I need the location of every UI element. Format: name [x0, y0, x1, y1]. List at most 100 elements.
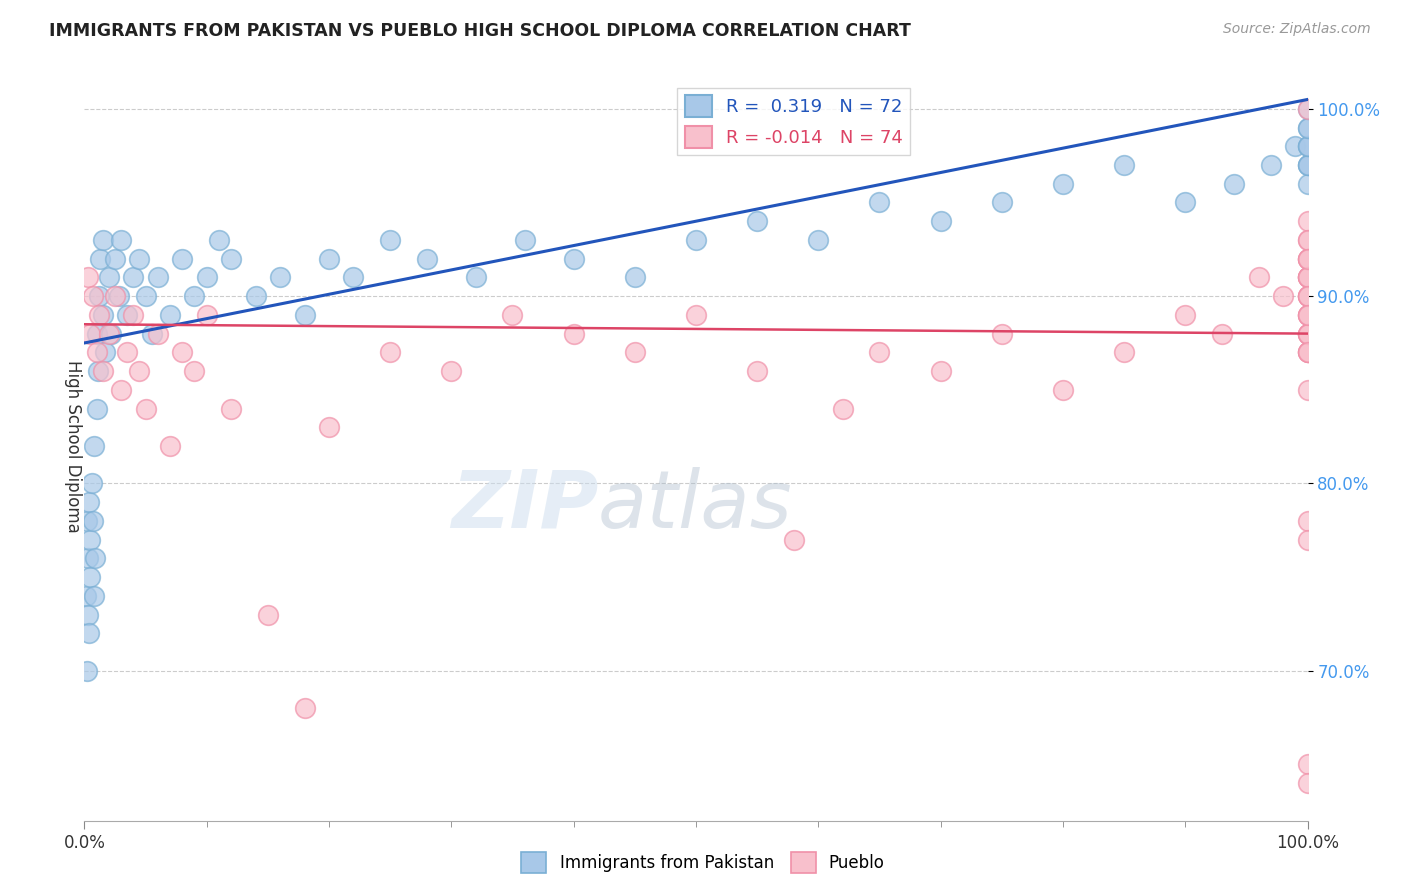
Point: [87, 308, 110, 322]
Point: [380, 345, 402, 359]
Point: [1296, 252, 1319, 266]
Point: [159, 308, 181, 322]
Point: [269, 270, 291, 285]
Point: [172, 252, 194, 266]
Point: [1296, 289, 1319, 303]
Point: [1052, 383, 1074, 397]
Point: [79, 570, 101, 584]
Point: [1296, 345, 1319, 359]
Point: [1296, 776, 1319, 790]
Point: [1296, 139, 1319, 153]
Point: [79, 533, 101, 547]
Point: [82, 289, 104, 303]
Point: [1296, 345, 1319, 359]
Point: [1296, 270, 1319, 285]
Point: [1296, 102, 1319, 116]
Point: [1296, 252, 1319, 266]
Point: [294, 701, 316, 715]
Point: [91, 364, 114, 378]
Point: [128, 364, 150, 378]
Point: [1114, 158, 1136, 172]
Point: [464, 270, 486, 285]
Point: [318, 252, 340, 266]
Point: [86, 326, 108, 341]
Point: [1296, 383, 1319, 397]
Point: [1296, 120, 1319, 135]
Text: IMMIGRANTS FROM PAKISTAN VS PUEBLO HIGH SCHOOL DIPLOMA CORRELATION CHART: IMMIGRANTS FROM PAKISTAN VS PUEBLO HIGH …: [49, 22, 911, 40]
Point: [84, 551, 107, 566]
Legend: Immigrants from Pakistan, Pueblo: Immigrants from Pakistan, Pueblo: [515, 846, 891, 880]
Point: [86, 401, 108, 416]
Point: [135, 289, 157, 303]
Point: [1296, 326, 1319, 341]
Point: [1272, 289, 1295, 303]
Point: [1284, 139, 1306, 153]
Point: [1211, 326, 1233, 341]
Point: [1296, 233, 1319, 247]
Point: [82, 514, 104, 528]
Text: Source: ZipAtlas.com: Source: ZipAtlas.com: [1223, 22, 1371, 37]
Point: [91, 233, 114, 247]
Point: [110, 233, 132, 247]
Point: [1296, 345, 1319, 359]
Point: [75, 589, 97, 603]
Point: [1296, 345, 1319, 359]
Point: [1296, 757, 1319, 772]
Point: [1296, 252, 1319, 266]
Point: [122, 270, 145, 285]
Y-axis label: High School Diploma: High School Diploma: [63, 359, 82, 533]
Point: [1296, 514, 1319, 528]
Point: [257, 607, 280, 622]
Point: [77, 551, 100, 566]
Point: [146, 326, 169, 341]
Point: [929, 364, 952, 378]
Point: [77, 607, 100, 622]
Point: [342, 270, 364, 285]
Point: [1296, 533, 1319, 547]
Point: [107, 289, 129, 303]
Point: [991, 195, 1014, 210]
Point: [1296, 289, 1319, 303]
Point: [89, 252, 111, 266]
Point: [245, 289, 267, 303]
Point: [122, 308, 145, 322]
Point: [1296, 102, 1319, 116]
Point: [100, 326, 122, 341]
Point: [1296, 158, 1319, 172]
Point: [77, 270, 100, 285]
Point: [208, 233, 231, 247]
Point: [1296, 158, 1319, 172]
Point: [416, 252, 439, 266]
Point: [110, 383, 132, 397]
Point: [624, 345, 647, 359]
Point: [1296, 270, 1319, 285]
Point: [104, 252, 127, 266]
Point: [294, 308, 316, 322]
Point: [685, 233, 707, 247]
Point: [128, 252, 150, 266]
Point: [87, 289, 110, 303]
Point: [195, 270, 218, 285]
Point: [1296, 177, 1319, 191]
Point: [513, 233, 536, 247]
Point: [1296, 270, 1319, 285]
Point: [1296, 270, 1319, 285]
Point: [807, 233, 830, 247]
Point: [380, 233, 402, 247]
Point: [1052, 177, 1074, 191]
Point: [1296, 326, 1319, 341]
Point: [1296, 308, 1319, 322]
Point: [1296, 214, 1319, 228]
Point: [172, 345, 194, 359]
Point: [440, 364, 463, 378]
Point: [1296, 308, 1319, 322]
Point: [747, 214, 769, 228]
Point: [869, 195, 891, 210]
Point: [86, 345, 108, 359]
Point: [79, 326, 101, 341]
Point: [76, 664, 98, 678]
Point: [1223, 177, 1246, 191]
Point: [94, 345, 117, 359]
Point: [77, 626, 100, 640]
Point: [1296, 270, 1319, 285]
